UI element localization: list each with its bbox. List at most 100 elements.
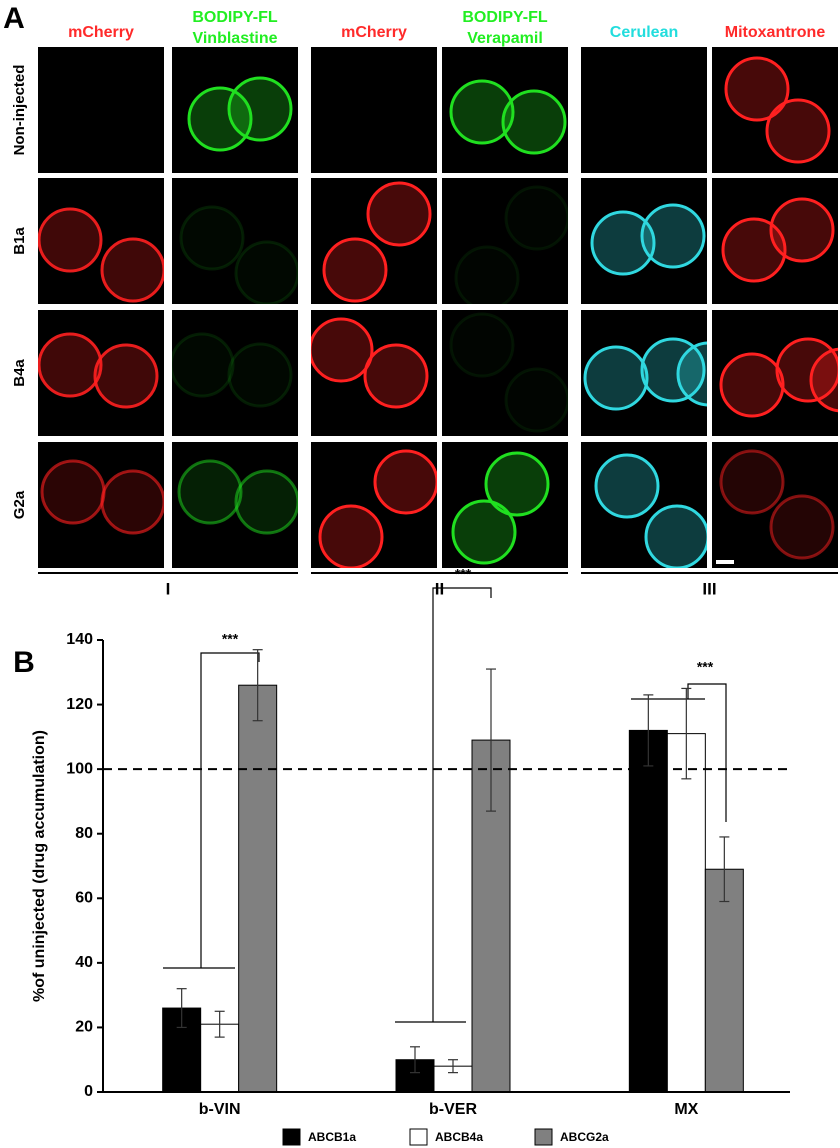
micrograph <box>172 442 298 568</box>
x-tick-label: b-VIN <box>199 1101 241 1118</box>
legend-label: ABCB4a <box>435 1130 483 1144</box>
micrograph <box>172 178 298 304</box>
cell <box>676 341 707 407</box>
y-tick-label: 120 <box>66 696 93 713</box>
panel-label: A <box>3 2 25 35</box>
cell <box>38 207 103 273</box>
cell <box>38 332 103 398</box>
micrograph <box>712 310 838 436</box>
column-header: Vinblastine <box>192 30 277 47</box>
image-frame <box>442 178 568 304</box>
cell <box>179 205 245 271</box>
legend-label: ABCB1a <box>308 1130 356 1144</box>
image-frame <box>172 310 298 436</box>
micrograph <box>38 442 164 568</box>
significance-brackets <box>163 587 727 1023</box>
y-tick-label: 80 <box>75 825 93 842</box>
micrograph <box>581 442 707 568</box>
image-frame <box>581 178 707 304</box>
column-header: BODIPY-FL <box>462 9 548 26</box>
group-label: II <box>435 579 444 598</box>
row-label: B1a <box>11 227 28 255</box>
cell <box>719 449 785 515</box>
cell <box>504 367 568 433</box>
group-label: I <box>166 579 171 598</box>
cell <box>373 449 437 515</box>
cell <box>724 56 790 122</box>
cell <box>721 217 787 283</box>
micrograph <box>442 442 568 568</box>
row-label: G2a <box>11 490 28 519</box>
micrograph <box>442 47 568 173</box>
micrograph <box>311 178 437 304</box>
cell <box>93 343 159 409</box>
legend-swatch <box>409 1128 428 1146</box>
x-tick-label: b-VER <box>429 1101 477 1118</box>
image-frame <box>442 442 568 568</box>
significance-annotation: *** <box>697 659 714 675</box>
bar <box>666 733 706 1093</box>
row-label: Non-injected <box>11 65 28 156</box>
bar <box>628 729 668 1093</box>
y-tick-label: 20 <box>75 1019 93 1036</box>
micrograph <box>38 47 164 173</box>
micrograph <box>581 178 707 304</box>
y-tick-label: 0 <box>84 1083 93 1100</box>
cell <box>769 494 835 560</box>
cell <box>809 347 838 413</box>
cell <box>187 86 253 152</box>
panel-label: B <box>13 646 35 679</box>
significance-annotation: *** <box>455 566 472 582</box>
image-frame <box>311 442 437 568</box>
bar <box>238 684 278 1093</box>
cell <box>583 345 649 411</box>
cell <box>366 181 432 247</box>
cell <box>454 245 520 304</box>
micrograph <box>172 47 298 173</box>
legend-swatch <box>534 1128 553 1146</box>
micrograph <box>581 310 707 436</box>
scale-bar <box>716 560 734 564</box>
image-frame <box>38 47 164 173</box>
cell <box>590 210 656 276</box>
image-frame <box>712 310 838 436</box>
y-tick-label: 40 <box>75 954 93 971</box>
bracket <box>200 652 260 968</box>
column-header: Mitoxantrone <box>725 24 826 41</box>
cell <box>318 504 384 568</box>
cell <box>311 317 374 383</box>
cell <box>227 76 293 142</box>
cell <box>501 89 567 155</box>
cell <box>484 451 550 517</box>
cell <box>719 352 785 418</box>
micrograph <box>581 47 707 173</box>
cell <box>449 312 515 378</box>
cell <box>177 459 243 525</box>
cell <box>363 343 429 409</box>
column-header: mCherry <box>68 24 134 41</box>
cell <box>40 459 106 525</box>
micrograph <box>38 178 164 304</box>
cell <box>451 499 517 565</box>
column-header: mCherry <box>341 24 407 41</box>
bar <box>704 868 744 1093</box>
micrograph <box>311 442 437 568</box>
bracket <box>687 683 727 822</box>
cell <box>100 469 164 535</box>
cell <box>322 237 388 303</box>
cell <box>644 504 707 568</box>
image-frame <box>172 47 298 173</box>
micrograph <box>712 442 838 568</box>
micrograph <box>712 178 838 304</box>
x-tick-label: MX <box>674 1101 698 1118</box>
micrograph <box>442 310 568 436</box>
micrograph <box>311 310 437 436</box>
micrograph <box>311 47 437 173</box>
legend-swatch <box>282 1128 301 1146</box>
micrograph <box>38 310 164 436</box>
image-frame <box>172 178 298 304</box>
cell <box>594 453 660 519</box>
cell <box>640 203 706 269</box>
